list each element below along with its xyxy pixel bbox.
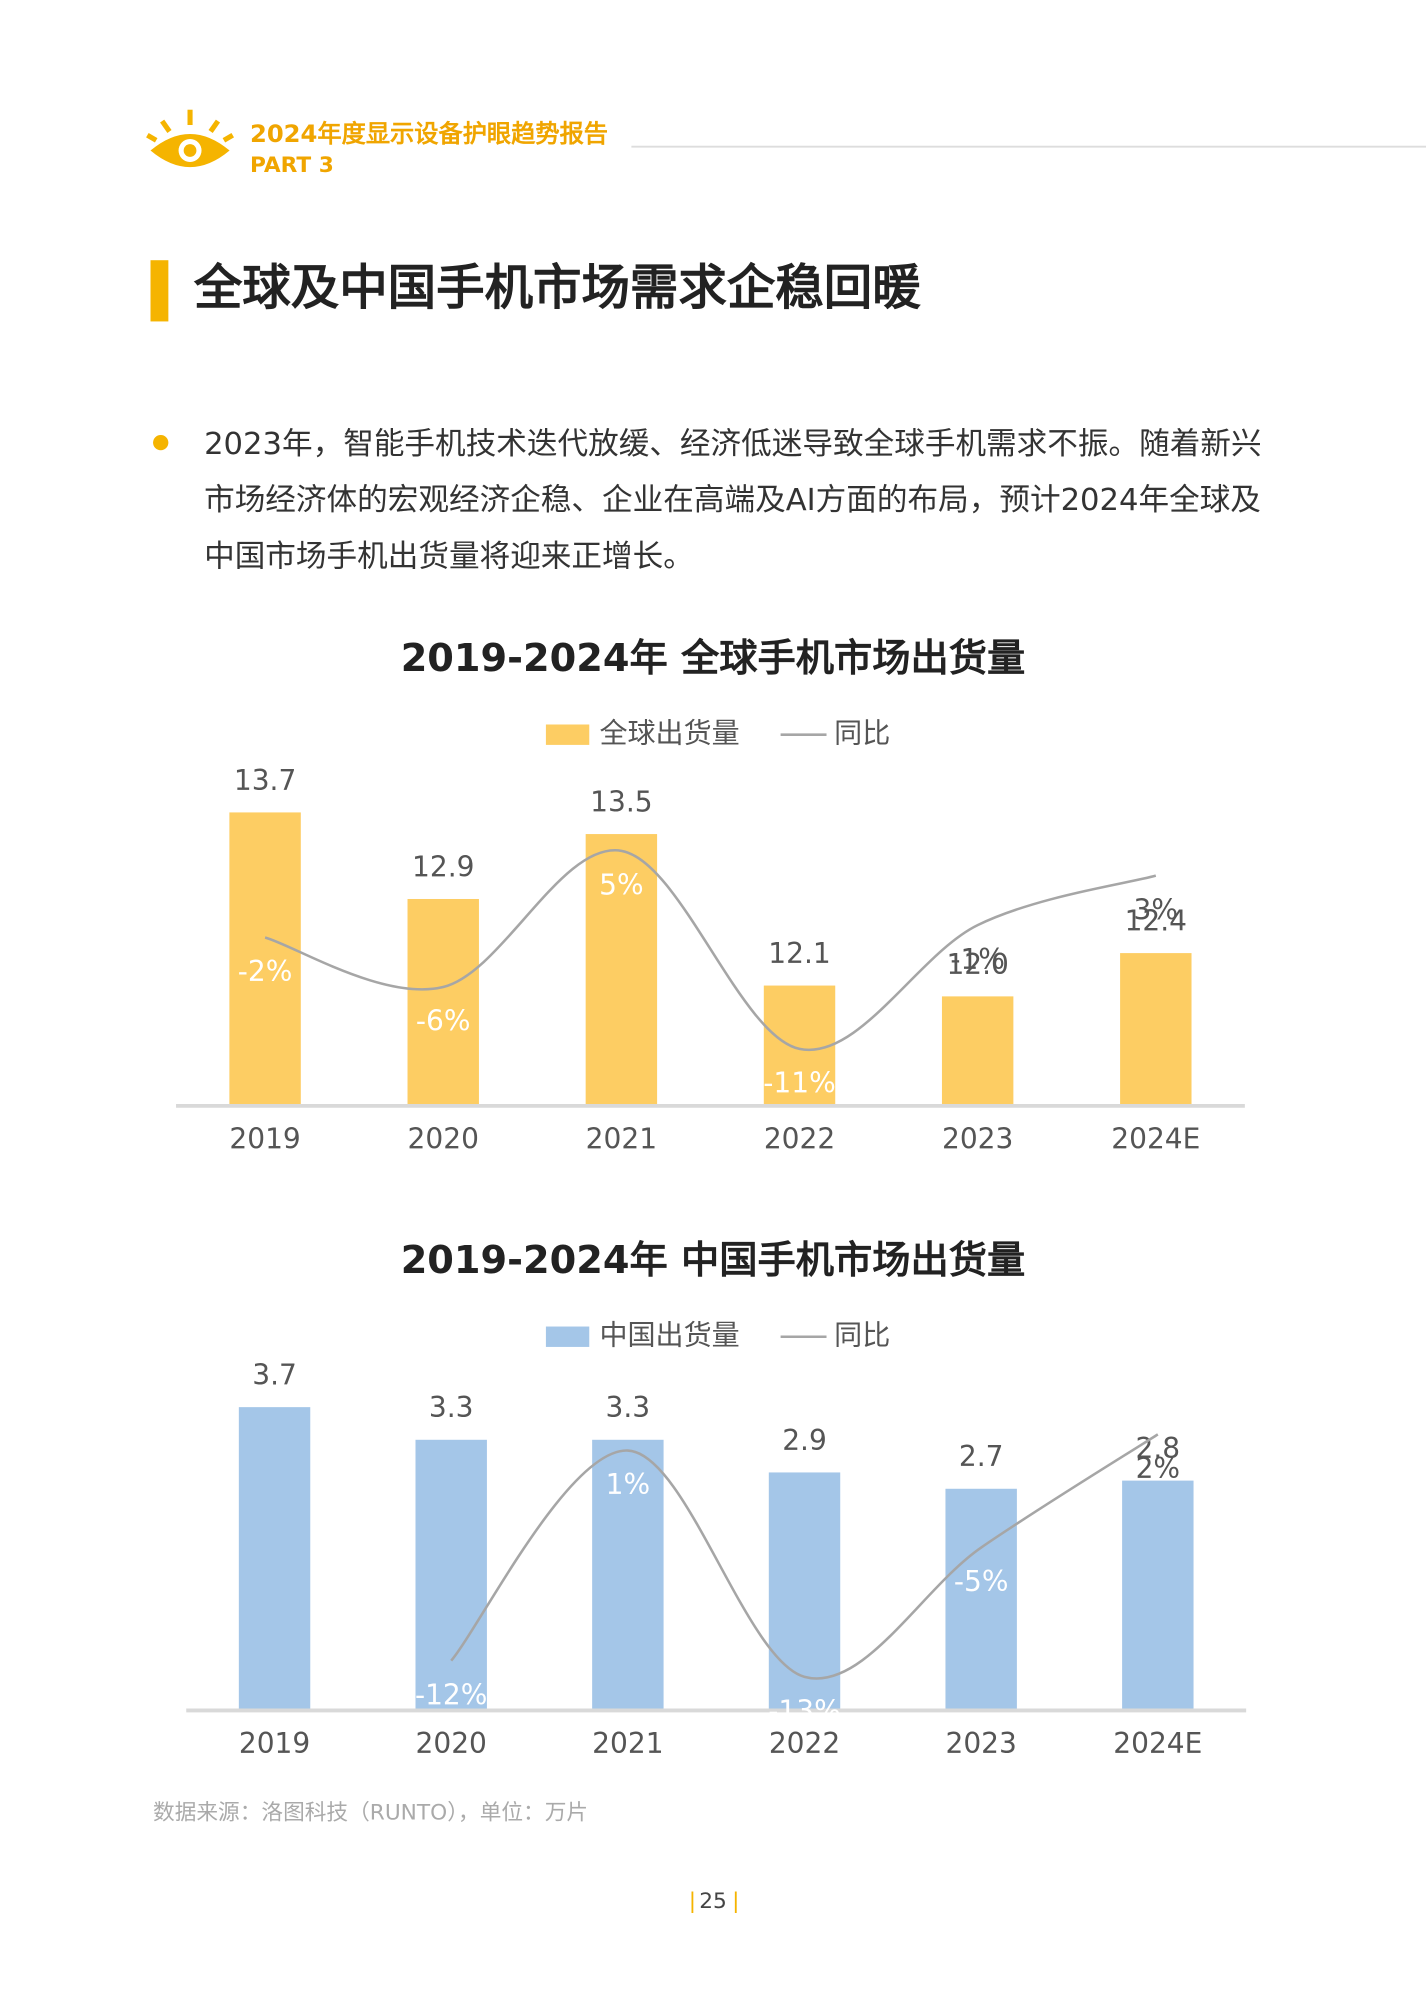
bar [229,812,301,1105]
x-tick-label: 2021 [592,1727,663,1760]
legend-label: 全球出货量 [599,717,739,750]
bar [941,996,1014,1105]
bar-label: 2.7 [959,1440,1004,1473]
bar-label: 13.7 [234,764,296,797]
line-label: -13% [768,1695,840,1728]
bar-label: 3.3 [606,1391,651,1424]
part-label: PART 3 [250,153,334,178]
page-number: 25 [699,1889,727,1914]
title-bar [150,260,169,322]
line [450,1433,1159,1680]
line-label: 5% [599,869,644,902]
bar [945,1488,1017,1710]
line-label: -12% [415,1678,487,1711]
bar [763,985,836,1105]
x-tick-label: 2020 [416,1727,487,1760]
bar [238,1407,311,1710]
legend-swatch [545,1326,590,1347]
ray [208,119,221,133]
bar-label: 12.9 [412,850,474,883]
bar [1122,1480,1194,1710]
x-tick-label: 2019 [239,1727,310,1760]
legend-label: 同比 [834,717,890,750]
x-tick-label: 2022 [769,1727,840,1760]
bar-label: 12.0 [946,948,1008,981]
bar-label: 12.1 [768,937,830,970]
page-divider: | [732,1889,739,1914]
page-divider: | [689,1889,696,1914]
bar-label: 2.8 [1136,1432,1181,1465]
report-title: 2024年度显示设备护眼趋势报告 [250,120,608,148]
section-title: 全球及中国手机市场需求企稳回暖 [193,260,921,316]
line-label: 1% [606,1468,651,1501]
bar-label: 3.3 [429,1391,474,1424]
ray [187,109,193,126]
ray [160,119,172,133]
line [264,849,1157,1052]
line-label: -11% [763,1067,835,1100]
x-tick-label: 2019 [229,1122,300,1155]
bar-label: 2.9 [782,1424,827,1457]
x-tick-label: 2023 [942,1122,1013,1155]
line-label: -2% [238,955,293,988]
bar [768,1472,841,1710]
bar [592,1439,664,1710]
x-tick-label: 2020 [408,1122,479,1155]
eye-iris [183,144,197,157]
logo [146,109,235,168]
paragraph-box: 2023年，智能手机技术迭代放缓、经济低迷导致全球手机需求不振。随着新兴市场经济… [204,426,1262,574]
paragraph: 2023年，智能手机技术迭代放缓、经济低迷导致全球手机需求不振。随着新兴市场经济… [204,426,1262,574]
x-tick-label: 2021 [586,1122,657,1155]
bar [585,834,658,1105]
x-tick-label: 2023 [945,1727,1016,1760]
legend-swatch [545,724,590,745]
bar-label: 12.4 [1125,904,1187,937]
line-label: 3% [1134,893,1179,926]
ray [146,133,158,143]
legend-label: 中国出货量 [599,1319,739,1352]
bar [415,1439,487,1710]
bar [407,898,479,1105]
line-label: -5% [954,1565,1009,1598]
line-label: -1% [950,943,1005,976]
line-label: 2% [1136,1452,1181,1485]
ray [222,133,235,143]
chart-title: 2019-2024年 全球手机市场出货量 [401,636,1026,681]
x-tick-label: 2024E [1111,1122,1200,1155]
x-tick-label: 2024E [1113,1727,1202,1760]
x-tick-label: 2022 [764,1122,835,1155]
bullet [153,434,169,451]
line-label: -6% [416,1005,471,1038]
bar-label: 3.7 [252,1359,297,1392]
chart-title: 2019-2024年 中国手机市场出货量 [401,1238,1026,1283]
bar-label: 13.5 [590,785,652,818]
legend-label: 同比 [834,1319,890,1352]
bar [1120,953,1192,1105]
source: 数据来源：洛图科技（RUNTO），单位：万片 [153,1801,588,1826]
